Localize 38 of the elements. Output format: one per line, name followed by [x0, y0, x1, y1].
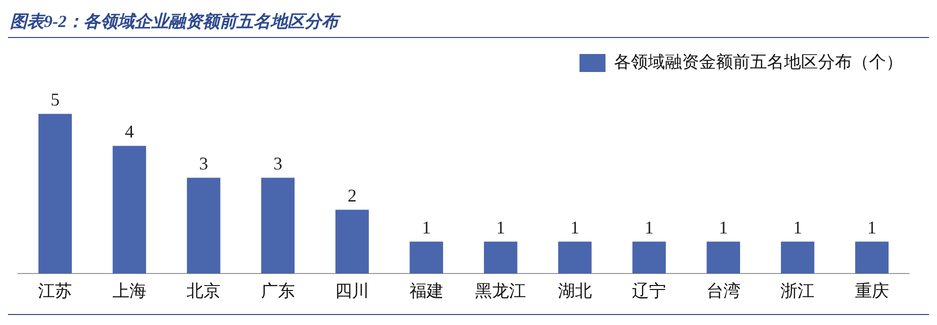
data-label: 1 — [644, 217, 654, 238]
data-label: 2 — [348, 185, 357, 206]
x-tick-label: 福建 — [409, 281, 444, 300]
x-tick-label: 黑龙江 — [475, 281, 526, 300]
bar — [484, 242, 518, 274]
bar — [558, 242, 592, 274]
x-tick-label: 广东 — [260, 281, 295, 300]
data-label: 3 — [199, 154, 208, 174]
x-tick-label: 北京 — [186, 281, 221, 300]
bar — [335, 210, 369, 274]
bar — [780, 242, 814, 274]
bar — [186, 178, 220, 274]
bar — [855, 242, 889, 274]
x-tick-label: 湖北 — [558, 281, 592, 300]
x-tick-label: 浙江 — [780, 281, 815, 300]
bar — [410, 242, 444, 274]
bar — [38, 114, 72, 274]
x-tick-label: 台湾 — [706, 281, 740, 300]
x-tick-label: 上海 — [112, 281, 146, 300]
data-label: 1 — [793, 217, 802, 238]
bar — [112, 146, 146, 274]
bar — [706, 242, 740, 274]
bar — [261, 178, 295, 274]
data-label: 1 — [867, 217, 876, 238]
data-label: 5 — [50, 90, 60, 110]
data-label: 4 — [124, 122, 134, 142]
data-label: 1 — [718, 217, 728, 238]
data-label: 3 — [273, 154, 282, 174]
data-label: 1 — [422, 217, 431, 238]
data-label: 1 — [496, 217, 506, 238]
x-tick-label: 四川 — [335, 281, 370, 300]
data-label: 1 — [570, 217, 580, 238]
bar — [632, 242, 666, 274]
x-tick-label: 辽宁 — [632, 281, 666, 300]
x-tick-label: 重庆 — [854, 281, 889, 300]
legend-label: 各领域融资金额前五名地区分布（个） — [614, 52, 903, 72]
x-tick-label: 江苏 — [38, 281, 72, 300]
chart-title: 图表9-2：各领域企业融资额前五名地区分布 — [8, 8, 929, 38]
